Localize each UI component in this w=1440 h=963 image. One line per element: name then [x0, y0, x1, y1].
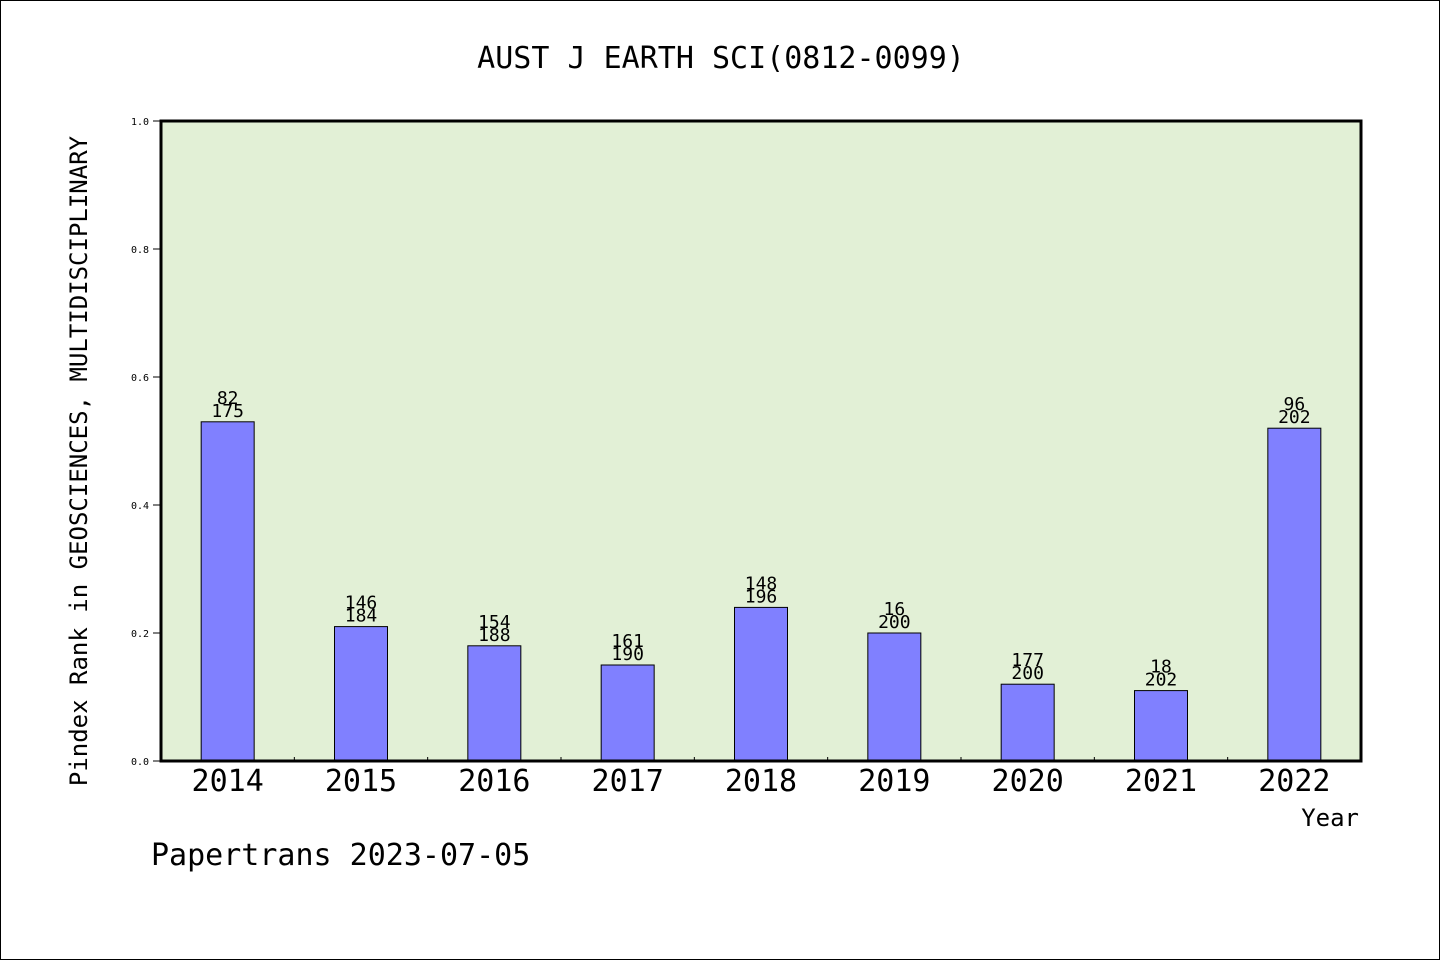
bar-total-label: 190: [611, 644, 644, 665]
x-tick-label: 2019: [858, 764, 930, 799]
x-tick-label: 2021: [1125, 764, 1197, 799]
bar-2020: [1000, 683, 1055, 762]
bar-2016: [467, 645, 522, 762]
y-tick-label: 0.0: [131, 757, 149, 768]
bar-rank-label: 154: [478, 612, 511, 633]
footer-credit: Papertrans 2023-07-05: [151, 838, 530, 873]
x-tick-label: 2015: [325, 764, 397, 799]
x-tick-label: 2016: [458, 764, 530, 799]
bar-total-label: 175: [211, 401, 244, 422]
bar-rank-label: 18: [1150, 657, 1172, 678]
bar-total-label: 200: [1011, 663, 1044, 684]
bar-2021: [1134, 690, 1188, 762]
x-tick-label: 2017: [592, 764, 664, 799]
bar-total-label: 202: [1145, 670, 1178, 691]
plot-border: [159, 119, 1363, 763]
bar-2014: [200, 421, 255, 762]
y-axis-label: Pindex Rank in GEOSCIENCES, MULTIDISCIPL…: [65, 135, 93, 786]
bar-rank-label: 161: [611, 631, 644, 652]
bar-2022: [1267, 427, 1322, 762]
y-tick-label: 1.0: [131, 117, 149, 128]
x-axis: 2014 2015 2016 2017 2018 2019 2020 2021 2022: [192, 757, 1330, 799]
bar-total-label: 196: [745, 586, 778, 607]
bar-2019: [867, 632, 922, 762]
x-tick-label: 2020: [992, 764, 1064, 799]
bar-series: [200, 421, 1322, 762]
bar-total-label: 202: [1278, 407, 1311, 428]
bar-total-label: 200: [878, 612, 911, 633]
x-tick-label: 2018: [725, 764, 797, 799]
bar-rank-label: 96: [1283, 394, 1305, 415]
bar-rank-label: 16: [883, 599, 905, 620]
bar-2018: [734, 606, 788, 762]
bar-rank-label: 82: [217, 388, 239, 409]
bar-total-label: 188: [478, 625, 511, 646]
x-tick-label: 2014: [192, 764, 264, 799]
bar-2015: [334, 626, 388, 762]
x-tick-label: 2022: [1258, 764, 1330, 799]
y-tick-label: 0.2: [131, 629, 149, 640]
bar-2017: [600, 664, 655, 762]
y-tick-label: 0.8: [131, 245, 149, 256]
y-axis: 0.0 0.2 0.4 0.6 0.8 1.0: [131, 117, 161, 768]
bar-rank-label: 177: [1011, 650, 1044, 671]
bar-rank-label: 148: [745, 573, 778, 594]
x-axis-label: Year: [1301, 804, 1359, 832]
y-tick-label: 0.4: [131, 501, 149, 512]
y-tick-label: 0.6: [131, 373, 149, 384]
bar-total-label: 184: [345, 606, 378, 627]
bar-rank-label: 146: [345, 593, 378, 614]
chart-title: AUST J EARTH SCI(0812-0099): [477, 41, 965, 76]
